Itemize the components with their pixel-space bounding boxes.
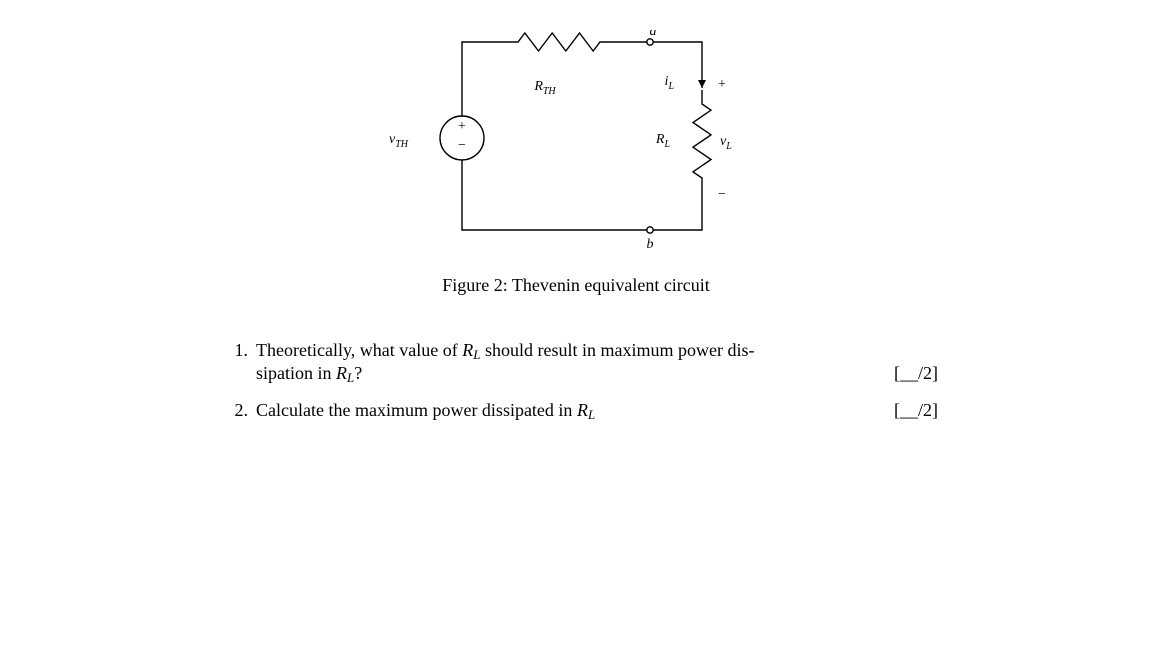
label-rl: RL <box>655 132 671 150</box>
question-body: Theoretically, what value of RL should r… <box>256 340 938 386</box>
question-item: 1.Theoretically, what value of RL should… <box>218 340 938 386</box>
question-line: sipation in RL? [__/2] <box>256 363 938 386</box>
svg-text:−: − <box>718 187 726 202</box>
question-score: [__/2] <box>874 363 938 386</box>
svg-text:+: + <box>718 77 726 92</box>
question-number: 2. <box>218 400 256 421</box>
thevenin-circuit: + − vTH RTH RL iL + − vL a b <box>370 30 770 250</box>
question-text: Theoretically, what value of RL should r… <box>256 340 754 363</box>
arrow-il <box>698 80 706 88</box>
question-score: [__/2] <box>874 400 938 423</box>
figure-caption: Figure 2: Thevenin equivalent circuit <box>0 275 1152 296</box>
svg-text:b: b <box>647 237 654 250</box>
question-text: Calculate the maximum power dissipated i… <box>256 400 595 423</box>
page: + − vTH RTH RL iL + − vL a b Figure 2: Thevenin eq… <box>0 0 1152 648</box>
terminal-b <box>647 227 653 233</box>
caption-text: Thevenin equivalent circuit <box>512 275 710 295</box>
question-line: Calculate the maximum power dissipated i… <box>256 400 938 423</box>
label-vth: vTH <box>389 132 409 150</box>
resistor-rth <box>490 33 628 51</box>
label-rth: RTH <box>533 79 556 97</box>
resistor-rl <box>693 90 711 192</box>
question-line: Theoretically, what value of RL should r… <box>256 340 938 363</box>
label-il: iL <box>665 74 675 92</box>
question-number: 1. <box>218 340 256 361</box>
svg-text:a: a <box>650 30 657 39</box>
label-vl: vL <box>720 134 732 152</box>
question-body: Calculate the maximum power dissipated i… <box>256 400 938 423</box>
question-list: 1.Theoretically, what value of RL should… <box>218 340 938 438</box>
circuit-svg: + − vTH RTH RL iL + − vL a b <box>370 30 770 250</box>
svg-text:+: + <box>458 119 466 134</box>
question-item: 2.Calculate the maximum power dissipated… <box>218 400 938 423</box>
caption-prefix: Figure 2: <box>442 275 512 295</box>
question-text: sipation in RL? <box>256 363 362 386</box>
svg-text:−: − <box>458 138 466 153</box>
question-score <box>918 340 938 363</box>
terminal-a <box>647 39 653 45</box>
